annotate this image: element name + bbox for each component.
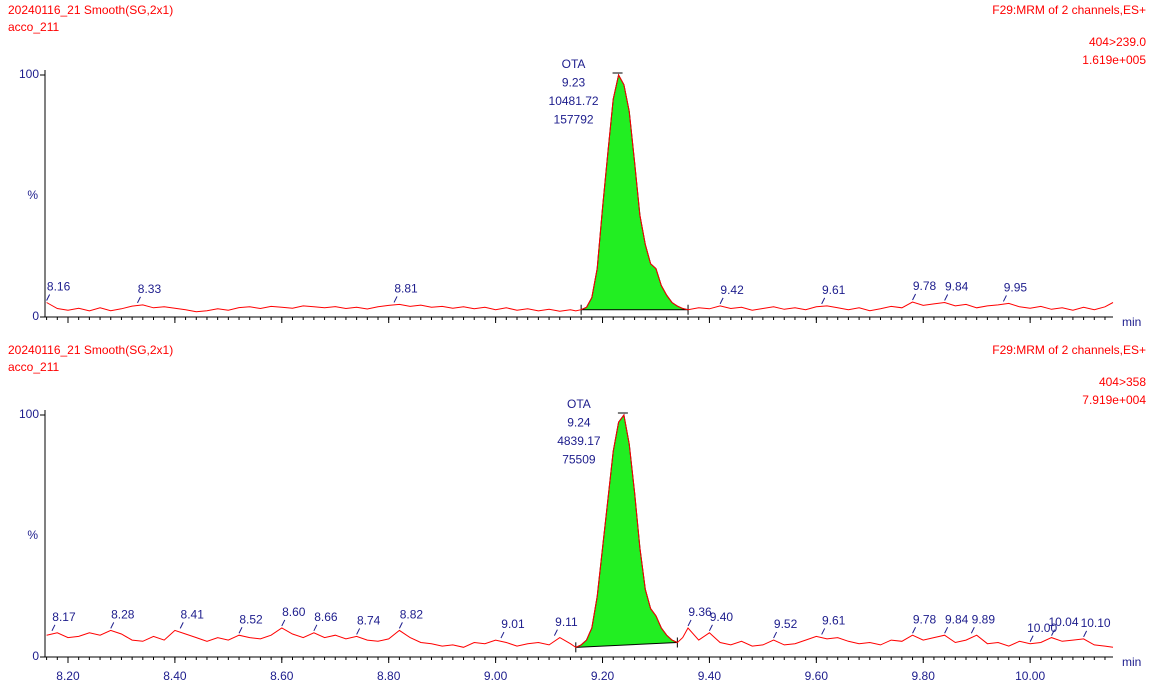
y-tick-label: 0 [32,309,39,323]
run-title: 20240116_21 Smooth(SG,2x1) [8,3,173,17]
channel-label: 404>239.0 [1089,35,1146,49]
integrated-peak [575,413,678,648]
peak-label: 9.84 [945,280,969,294]
peak-label: 10.10 [1081,616,1111,630]
peak-height: 157792 [554,113,594,127]
peak-leader [687,619,692,627]
peak-leader [356,628,361,635]
peak-rt: 9.24 [567,416,591,430]
peak-leader [51,624,56,632]
peak-leader [238,626,243,634]
x-tick-label: 9.60 [805,669,829,683]
y-tick-label: 0 [32,649,39,663]
peak-leader [46,294,51,301]
peak-area: 4839.17 [557,434,601,448]
peak-leader [398,622,403,629]
peak-leader [970,626,975,634]
peak-label: 8.16 [47,280,71,294]
peak-area: 10481.72 [549,94,599,108]
peak-label: 8.81 [394,282,418,296]
x-tick-label: 9.20 [591,669,615,683]
run-title: 20240116_21 Smooth(SG,2x1) [8,343,173,357]
x-tick-label: 10.00 [1015,669,1045,683]
peak-leader [912,626,916,634]
peak-leader [137,296,141,304]
sample-name: acco_211 [8,20,59,34]
y-tick-label: 100 [19,407,39,421]
peak-rt: 9.23 [562,76,586,90]
integrated-peak [580,73,689,311]
x-axis-label: min [1122,655,1141,669]
peak-leader [313,624,318,632]
sample-name: acco_211 [8,360,59,374]
channel-label: 404>358 [1099,375,1146,389]
peak-label: 8.52 [239,612,263,626]
peak-label: 9.11 [555,615,578,629]
peak-label: 8.17 [52,610,76,624]
peak-leader [912,293,916,301]
peak-label: 9.36 [688,605,712,619]
intensity-label: 7.919e+004 [1082,393,1146,407]
peak-leader [1029,635,1034,642]
peak-label: 9.61 [822,283,846,297]
y-axis-label: % [27,188,38,202]
peak-label: 8.41 [181,608,205,622]
peak-label: 9.52 [774,617,798,631]
peak-leader [500,631,505,639]
peak-label: 10.04 [1049,615,1079,629]
peak-leader [821,628,826,635]
x-tick-label: 9.40 [698,669,722,683]
peak-leader [1051,629,1055,636]
peak-leader [944,294,949,301]
peak-label: 8.60 [282,605,306,619]
peak-label: 8.33 [138,282,162,296]
x-tick-label: 8.20 [56,669,80,683]
trace [46,413,1114,648]
x-tick-label: 8.80 [377,669,401,683]
peak-leader [393,296,398,303]
x-tick-label: 8.60 [270,669,294,683]
intensity-label: 1.619e+005 [1082,53,1146,67]
peak-leader [719,297,724,305]
peak-name: OTA [567,397,591,411]
x-axis-label: min [1122,315,1141,329]
function-label: F29:MRM of 2 channels,ES+ [992,343,1146,357]
peak-leader [281,619,286,627]
peak-leader [944,626,949,634]
x-tick-label: 8.40 [163,669,187,683]
y-tick-label: 100 [19,67,39,81]
peak-leader [821,297,826,305]
peak-leader [110,622,115,629]
peak-label: 9.84 [945,612,969,626]
peak-label: 9.95 [1004,281,1028,295]
x-tick-label: 9.80 [912,669,936,683]
peak-label: 9.42 [720,283,744,297]
peak-height: 75509 [562,453,596,467]
peak-label: 9.89 [972,612,996,626]
peak-leader [1002,295,1007,302]
peak-label: 10.00 [1027,621,1057,635]
peak-label: 9.78 [913,612,937,626]
peak-leader [179,622,184,629]
peak-label: 8.82 [400,608,424,622]
peak-leader [553,629,558,636]
peak-label: 8.28 [111,608,135,622]
peak-leader [773,631,778,639]
trace [46,73,1114,313]
peak-label: 9.61 [822,614,846,628]
peak-label: 9.78 [913,279,937,293]
peak-leader [708,624,713,632]
x-tick-label: 9.00 [484,669,508,683]
peak-label: 8.66 [314,610,338,624]
peak-label: 9.01 [501,617,525,631]
peak-label: 8.74 [357,614,381,628]
peak-name: OTA [562,57,586,71]
function-label: F29:MRM of 2 channels,ES+ [992,3,1146,17]
peak-label: 9.40 [710,610,734,624]
y-axis-label: % [27,528,38,542]
peak-leader [1083,630,1088,638]
